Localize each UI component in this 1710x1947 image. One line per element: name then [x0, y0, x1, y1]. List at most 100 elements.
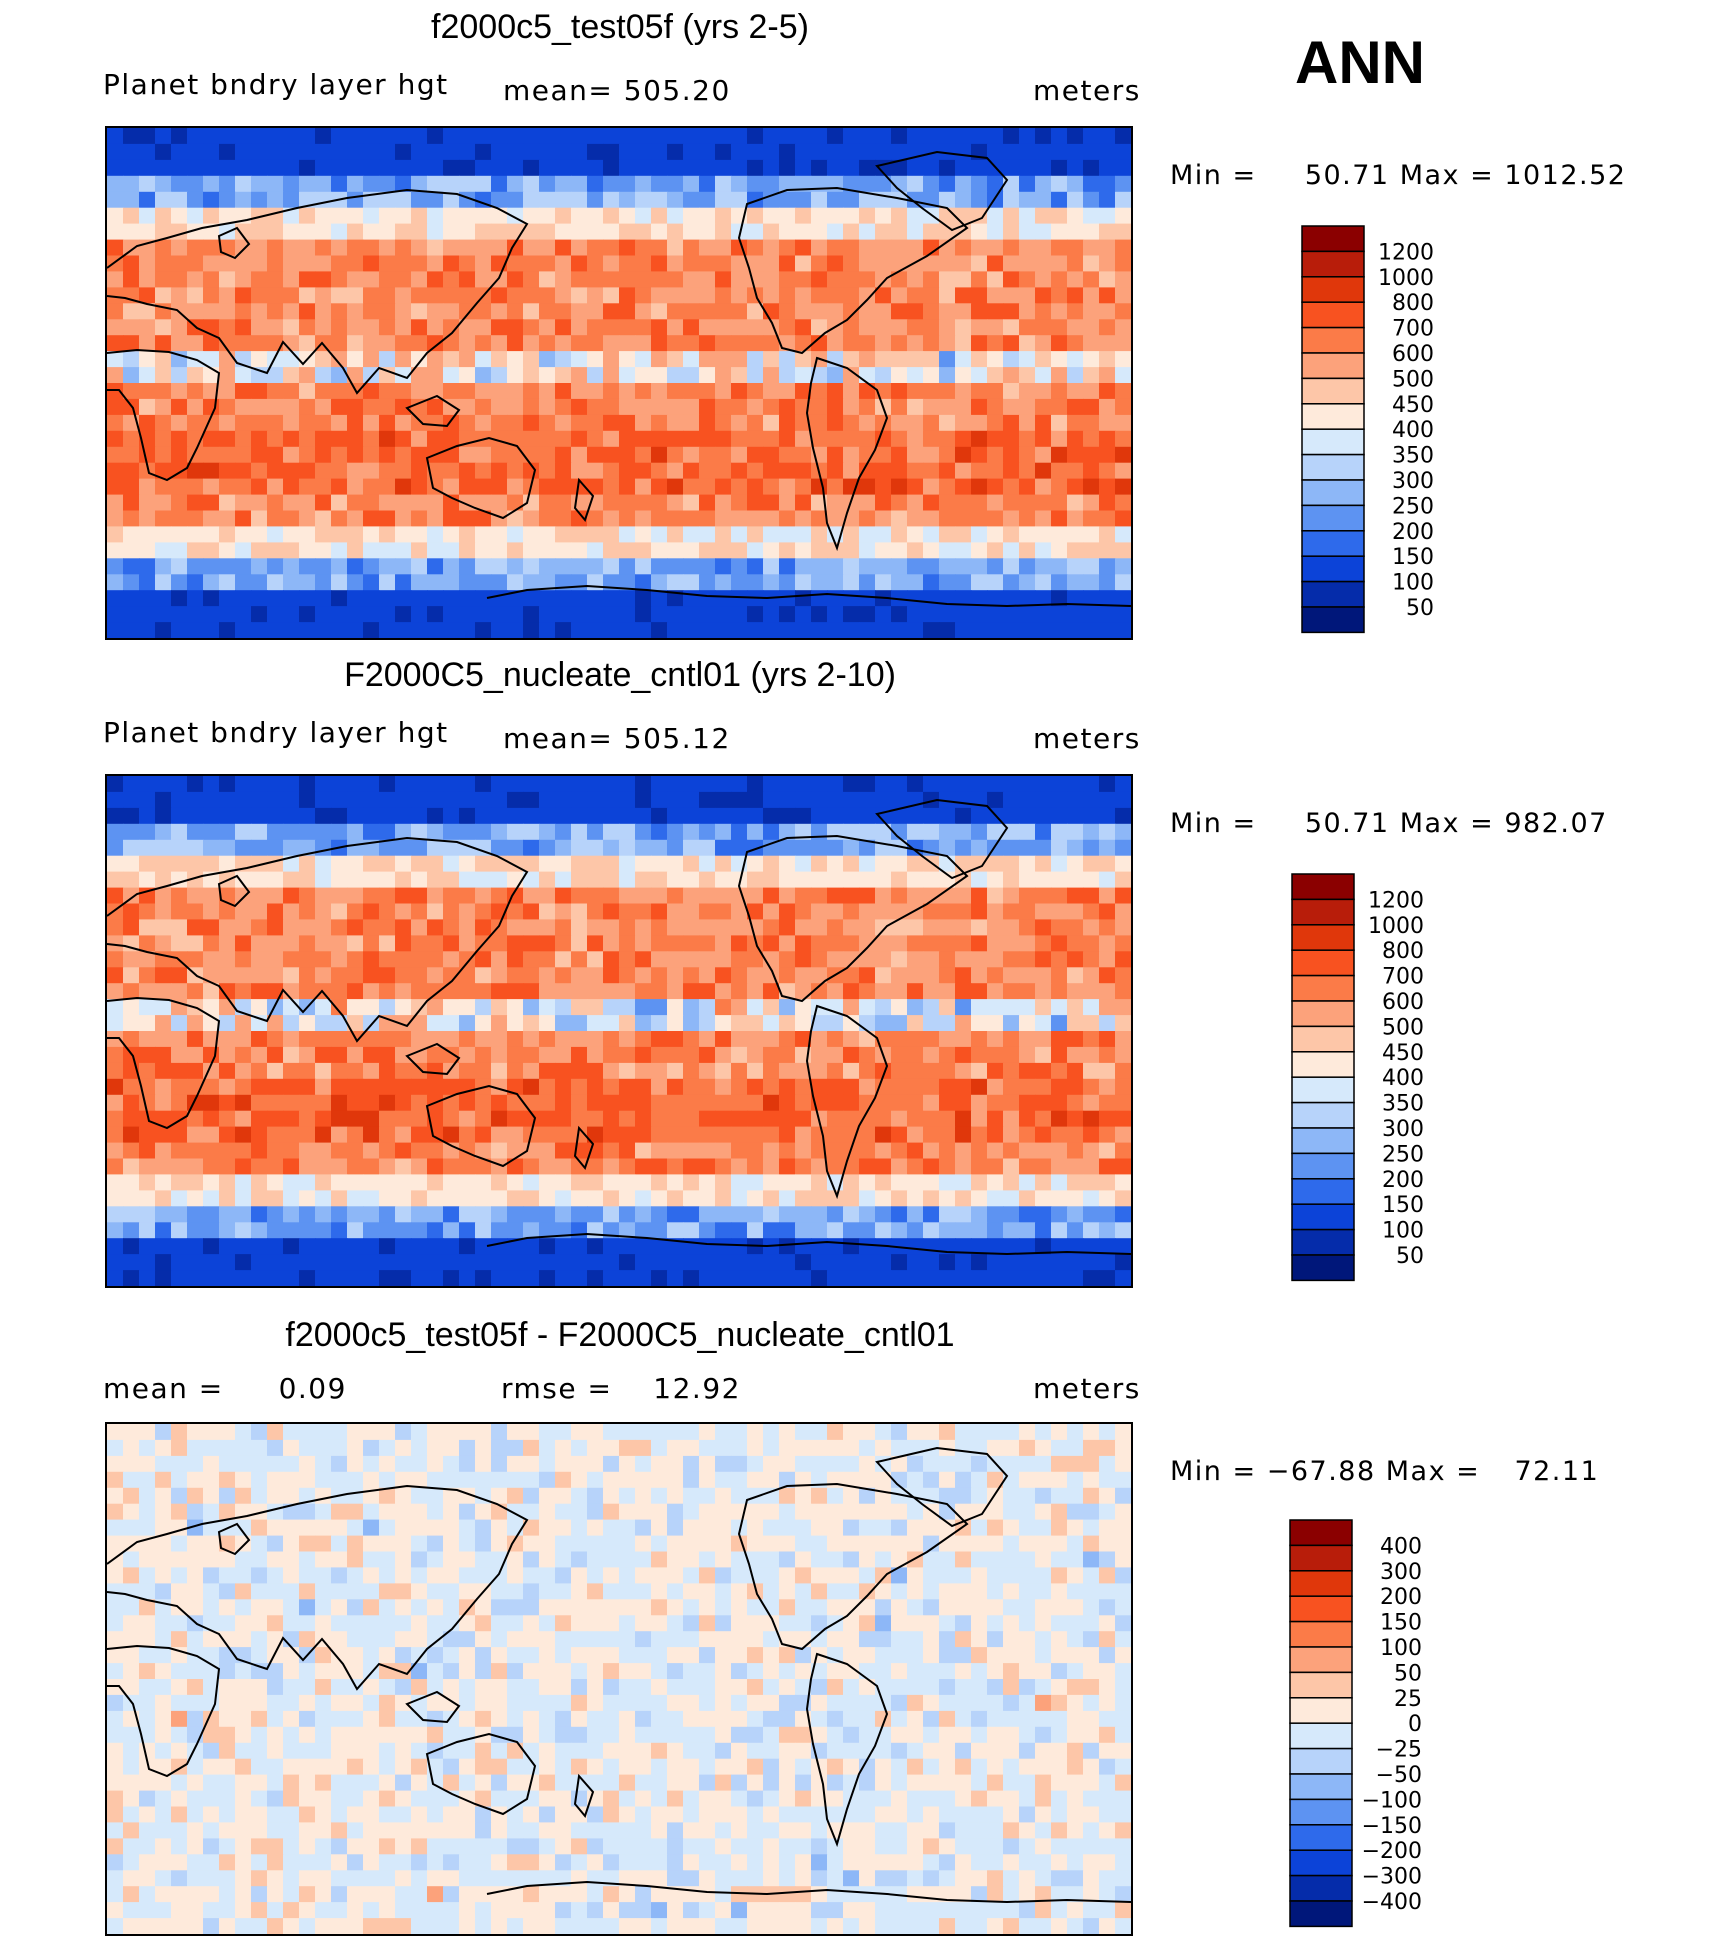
field-cell: [811, 1046, 828, 1064]
field-cell: [1067, 1222, 1084, 1239]
field-cell: [507, 1238, 524, 1255]
field-cell: [1035, 414, 1052, 432]
field-cell: [379, 999, 396, 1016]
field-cell: [635, 1238, 652, 1255]
field-cell: [363, 398, 380, 416]
field-cell: [139, 1519, 156, 1537]
field-cell: [251, 494, 268, 512]
field-cell: [395, 1519, 412, 1537]
field-cell: [1035, 287, 1052, 304]
field-cell: [1115, 1455, 1131, 1473]
field-cell: [1115, 1567, 1131, 1584]
field-cell: [251, 446, 268, 464]
coastline: [486, 1232, 1131, 1256]
field-cell: [171, 1551, 188, 1568]
field-cell: [1083, 1238, 1100, 1255]
field-cell: [363, 935, 380, 952]
field-cell: [811, 1439, 828, 1457]
field-cell: [187, 143, 204, 161]
field-cell: [923, 462, 940, 480]
field-cell: [475, 1094, 492, 1112]
field-cell: [171, 967, 188, 984]
field-cell: [107, 446, 124, 464]
field-cell: [411, 128, 428, 145]
field-cell: [859, 1222, 876, 1239]
field-cell: [971, 1567, 988, 1584]
field-cell: [235, 143, 252, 161]
field-cell: [1067, 175, 1084, 193]
field-cell: [891, 255, 908, 272]
field-cell: [1051, 1455, 1068, 1473]
field-cell: [603, 1519, 620, 1537]
field-cell: [1003, 776, 1020, 793]
field-cell: [395, 967, 412, 984]
field-cell: [139, 855, 156, 873]
field-cell: [859, 430, 876, 448]
field-cell: [203, 1142, 220, 1160]
field-cell: [699, 776, 716, 793]
field-cell: [395, 510, 412, 527]
field-cell: [379, 574, 396, 591]
field-cell: [1083, 919, 1100, 936]
field-cell: [283, 1471, 300, 1489]
field-cell: [1083, 1206, 1100, 1223]
field-cell: [459, 823, 476, 841]
field-cell: [331, 823, 348, 841]
field-cell: [331, 1158, 348, 1175]
field-cell: [475, 223, 492, 241]
field-cell: [251, 1471, 268, 1489]
field-cell: [811, 1031, 828, 1048]
field-cell: [971, 414, 988, 432]
field-cell: [107, 207, 124, 225]
field-cell: [699, 791, 716, 809]
field-cell: [571, 398, 588, 416]
field-cell: [683, 351, 700, 368]
field-cell: [763, 159, 780, 177]
field-cell: [715, 398, 732, 416]
field-cell: [795, 462, 812, 480]
field-cell: [603, 1455, 620, 1473]
field-cell: [411, 887, 428, 905]
field-cell: [1019, 207, 1036, 225]
field-cell: [363, 1599, 380, 1616]
field-cell: [1099, 776, 1116, 793]
field-cell: [299, 1015, 316, 1032]
field-cell: [971, 351, 988, 368]
field-cell: [955, 207, 972, 225]
field-cell: [827, 1599, 844, 1616]
field-cell: [123, 128, 140, 145]
field-cell: [443, 1599, 460, 1616]
field-cell: [123, 478, 140, 496]
field-cell: [347, 558, 364, 575]
field-cell: [955, 398, 972, 416]
field-cell: [907, 622, 924, 638]
field-cell: [427, 175, 444, 193]
field-cell: [603, 871, 620, 889]
field-cell: [139, 1238, 156, 1255]
field-cell: [619, 1519, 636, 1537]
field-cell: [203, 494, 220, 512]
field-cell: [779, 574, 796, 591]
field-cell: [891, 175, 908, 193]
field-cell: [427, 367, 444, 384]
field-cell: [987, 398, 1004, 416]
field-cell: [1115, 1206, 1131, 1223]
field-cell: [379, 1094, 396, 1112]
field-cell: [171, 1190, 188, 1207]
field-cell: [875, 1567, 892, 1584]
field-cell: [987, 1503, 1004, 1521]
field-cell: [651, 510, 668, 527]
field-cell: [763, 791, 780, 809]
field-cell: [747, 887, 764, 905]
field-cell: [795, 1015, 812, 1032]
field-cell: [363, 1439, 380, 1457]
field-cell: [987, 1046, 1004, 1064]
field-cell: [315, 791, 332, 809]
field-cell: [699, 1424, 716, 1441]
field-cell: [1019, 526, 1036, 543]
field-cell: [379, 1126, 396, 1144]
field-cell: [299, 1583, 316, 1600]
field-cell: [1067, 1503, 1084, 1521]
field-cell: [427, 903, 444, 920]
field-cell: [299, 887, 316, 905]
